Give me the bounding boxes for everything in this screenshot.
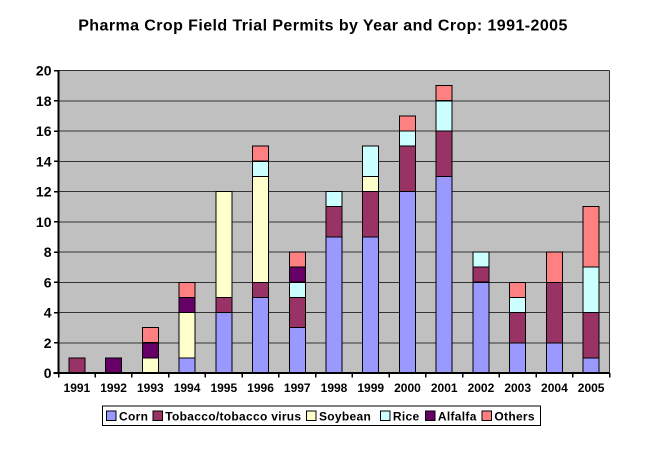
svg-text:Alfalfa: Alfalfa [438, 409, 477, 423]
svg-text:14: 14 [36, 153, 52, 169]
svg-text:6: 6 [44, 274, 52, 290]
svg-text:1998: 1998 [321, 381, 348, 395]
svg-text:1993: 1993 [137, 381, 164, 395]
svg-text:2002: 2002 [468, 381, 495, 395]
svg-text:18: 18 [36, 93, 52, 109]
svg-text:Rice: Rice [393, 409, 420, 423]
svg-text:1997: 1997 [284, 381, 311, 395]
svg-text:2003: 2003 [504, 381, 531, 395]
svg-text:1994: 1994 [174, 381, 201, 395]
svg-text:Tobacco/tobacco virus: Tobacco/tobacco virus [165, 409, 301, 423]
svg-text:16: 16 [36, 123, 52, 139]
svg-text:12: 12 [36, 184, 52, 200]
svg-text:2: 2 [44, 335, 52, 351]
svg-text:8: 8 [44, 244, 52, 260]
svg-text:10: 10 [36, 214, 52, 230]
svg-text:1991: 1991 [64, 381, 91, 395]
svg-text:2005: 2005 [578, 381, 605, 395]
svg-text:1996: 1996 [247, 381, 274, 395]
svg-text:1992: 1992 [100, 381, 127, 395]
svg-text:Soybean: Soybean [319, 409, 371, 423]
svg-text:Others: Others [494, 409, 535, 423]
svg-text:1999: 1999 [357, 381, 384, 395]
svg-text:20: 20 [36, 63, 52, 79]
svg-text:2000: 2000 [394, 381, 421, 395]
svg-text:2004: 2004 [541, 381, 568, 395]
svg-text:1995: 1995 [210, 381, 237, 395]
svg-text:Pharma Crop Field Trial Permit: Pharma Crop Field Trial Permits by Year … [78, 18, 568, 35]
svg-text:0: 0 [44, 365, 52, 381]
svg-text:Corn: Corn [119, 409, 148, 423]
svg-text:4: 4 [44, 305, 52, 321]
svg-text:2001: 2001 [431, 381, 458, 395]
